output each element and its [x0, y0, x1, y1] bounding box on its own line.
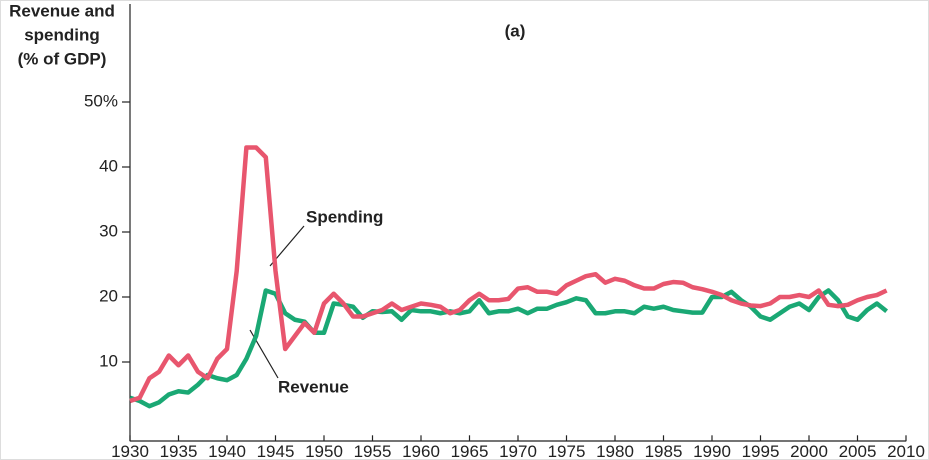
x-tick-label: 1935 — [160, 442, 198, 460]
x-tick-label: 1950 — [305, 442, 343, 460]
y-axis-title: spending — [24, 25, 100, 44]
x-tick-label: 2005 — [839, 442, 877, 460]
y-tick-label: 50% — [84, 91, 118, 110]
annotation: Revenue — [278, 377, 349, 396]
x-tick-label: 2010 — [887, 442, 925, 460]
x-tick-label: 1975 — [548, 442, 586, 460]
y-axis-title: (% of GDP) — [18, 49, 107, 68]
x-tick-label: 1985 — [645, 442, 683, 460]
y-tick-label: 40 — [99, 156, 118, 175]
x-tick-label: 1990 — [693, 442, 731, 460]
x-tick-label: 1995 — [742, 442, 780, 460]
x-tick-label: 1980 — [596, 442, 634, 460]
y-tick-label: 30 — [99, 221, 118, 240]
y-axis-title: Revenue and — [9, 1, 115, 20]
x-tick-label: 1965 — [451, 442, 489, 460]
x-tick-label: 1930 — [111, 442, 149, 460]
y-tick-label: 10 — [99, 351, 118, 370]
series-line — [129, 145, 888, 404]
x-tick-label: 1945 — [257, 442, 295, 460]
x-tick-label: 2000 — [790, 442, 828, 460]
series-line — [129, 288, 889, 409]
x-tick-label: 1955 — [354, 442, 392, 460]
chart-title: (a) — [505, 21, 526, 40]
x-tick-label: 1970 — [499, 442, 537, 460]
x-tick-label: 1940 — [208, 442, 246, 460]
annotation: Spending — [306, 207, 383, 226]
y-tick-label: 20 — [99, 286, 118, 305]
x-tick-label: 1960 — [402, 442, 440, 460]
